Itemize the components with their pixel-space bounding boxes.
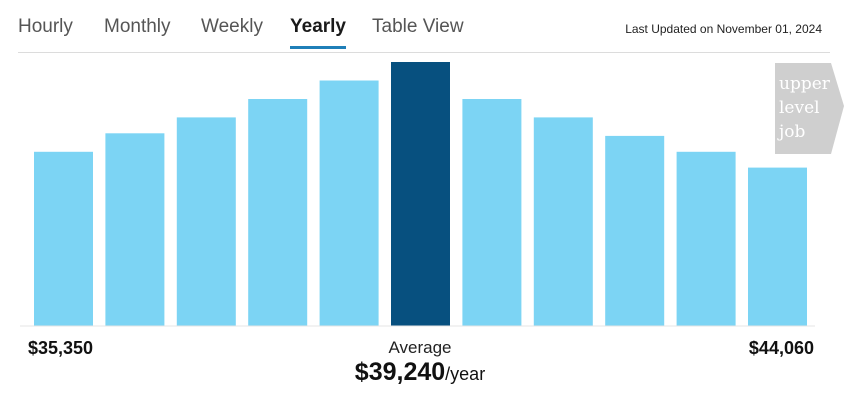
min-salary-label: $35,350 <box>28 338 94 358</box>
badge-line-1: upper <box>779 74 831 94</box>
bars-group <box>34 62 807 327</box>
tab-hourly[interactable]: Hourly <box>18 16 73 37</box>
bar-3[interactable] <box>248 99 308 326</box>
upper-level-job-badge[interactable]: upper level job <box>775 63 844 154</box>
tab-table-view[interactable]: Table View <box>372 16 464 37</box>
bar-6[interactable] <box>462 99 522 326</box>
max-salary-label: $44,060 <box>748 338 814 358</box>
average-salary-value: $39,240 <box>354 358 446 386</box>
last-updated-text: Last Updated on November 01, 2024 <box>625 22 822 36</box>
average-salary: $39,240/year <box>300 358 540 387</box>
tab-monthly[interactable]: Monthly <box>104 16 171 37</box>
bar-9[interactable] <box>676 151 736 326</box>
bar-10[interactable] <box>748 167 807 326</box>
salary-histogram-chart: upper level job <box>20 62 844 327</box>
bar-average[interactable] <box>391 62 450 326</box>
average-caption: Average <box>388 338 452 357</box>
bar-8[interactable] <box>605 135 665 326</box>
period-tabs: Hourly Monthly Weekly Yearly Table View <box>18 0 830 53</box>
badge-line-2: level <box>779 98 820 118</box>
average-salary-unit: /year <box>445 364 486 384</box>
bar-7[interactable] <box>533 117 593 327</box>
bar-2[interactable] <box>176 117 236 327</box>
bar-0[interactable] <box>34 151 93 326</box>
tab-yearly[interactable]: Yearly <box>290 16 346 49</box>
bar-4[interactable] <box>319 80 379 327</box>
badge-arrow-shape <box>775 63 844 154</box>
tab-weekly[interactable]: Weekly <box>201 16 263 37</box>
badge-line-3: job <box>777 122 806 142</box>
bar-1[interactable] <box>105 133 165 326</box>
